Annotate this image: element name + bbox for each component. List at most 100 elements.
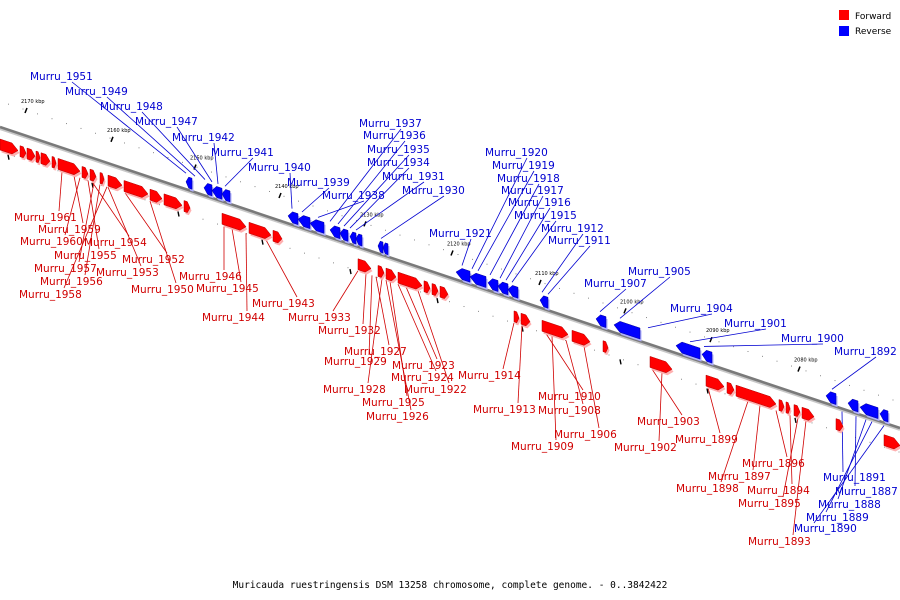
grid-dot <box>559 287 560 289</box>
grid-dot <box>623 359 624 361</box>
leader-line <box>78 182 95 263</box>
grid-dot <box>269 190 270 192</box>
leader-line <box>329 128 402 222</box>
gene-label-forward: Murru_1932 <box>318 325 381 337</box>
grid-dot <box>298 200 299 202</box>
grid-dot <box>159 204 160 206</box>
tick-label: 2160 kbp <box>107 128 131 134</box>
gene-body <box>541 319 569 339</box>
tick-mark <box>623 308 627 314</box>
gene-label-reverse: Murru_1917 <box>501 185 564 197</box>
gene-body <box>793 404 801 417</box>
grid-dot <box>443 249 444 251</box>
gene-label-reverse: Murru_1912 <box>541 223 604 235</box>
gene-label-forward: Murru_1893 <box>748 536 811 548</box>
leader-line <box>782 417 799 498</box>
forward-gene <box>513 310 521 326</box>
leader-line <box>343 154 410 227</box>
grid-dot <box>420 291 421 293</box>
gene-body <box>705 374 725 391</box>
reverse-gene <box>355 233 364 249</box>
gene-body <box>835 418 844 432</box>
gene-label-reverse: Murru_1889 <box>806 512 869 524</box>
leader-line <box>380 195 445 239</box>
reverse-gene <box>382 242 390 258</box>
tick-mark <box>193 164 197 170</box>
grid-dot <box>733 346 734 348</box>
strand-marker <box>794 417 797 424</box>
leader-line <box>375 276 390 346</box>
forward-gene <box>602 340 610 356</box>
gene-body <box>377 265 385 278</box>
gene-body <box>649 356 673 374</box>
leader-line <box>471 157 528 270</box>
gene-label-reverse: Murru_1905 <box>628 266 691 278</box>
grid-dot <box>14 155 15 157</box>
grid-dot <box>878 394 879 396</box>
leader-line <box>551 335 557 441</box>
gene-label-forward: Murru_1929 <box>324 356 387 368</box>
gene-body <box>859 403 879 419</box>
gene-label-reverse: Murru_1918 <box>497 173 560 185</box>
gene-label-reverse: Murru_1911 <box>548 235 611 247</box>
legend-label-reverse: Reverse <box>855 27 892 37</box>
forward-gene <box>439 285 450 302</box>
grid-dot <box>834 380 836 382</box>
leader-line <box>91 181 130 237</box>
gene-body <box>57 158 81 176</box>
strand-marker <box>619 359 622 365</box>
leader-line <box>362 273 367 325</box>
forward-gene <box>377 265 386 281</box>
gene-body <box>735 384 777 408</box>
gene-label-reverse: Murru_1949 <box>65 86 128 98</box>
reverse-gene <box>329 225 342 242</box>
gene-label-forward: Murru_1952 <box>122 254 185 266</box>
leader-line <box>71 81 187 174</box>
gene-label-forward: Murru_1944 <box>202 312 265 324</box>
forward-gene <box>357 258 373 275</box>
grid-dot <box>463 306 465 308</box>
grid-dot <box>565 339 566 341</box>
leader-line <box>64 177 81 236</box>
gene-label-reverse: Murru_1931 <box>382 171 445 183</box>
grid-dot <box>602 302 604 304</box>
leader-line <box>355 181 425 231</box>
gene-label-forward: Murru_1913 <box>473 404 536 416</box>
grid-dot <box>144 199 146 201</box>
forward-gene <box>835 418 845 434</box>
grid-dot <box>449 301 450 303</box>
gene-label-reverse: Murru_1892 <box>834 346 897 358</box>
leader-line <box>825 421 873 513</box>
gene-label-reverse: Murru_1947 <box>135 116 198 128</box>
gene-body <box>99 172 105 185</box>
gene-body <box>385 267 397 282</box>
gene-body <box>183 200 191 213</box>
forward-gene <box>801 406 816 423</box>
gene-body <box>35 150 41 164</box>
gene-label-reverse: Murru_1888 <box>818 499 881 511</box>
grid-dot <box>805 370 807 372</box>
gene-label-reverse: Murru_1939 <box>287 177 350 189</box>
grid-dot <box>608 354 610 356</box>
leader-line <box>289 172 293 209</box>
gene-label-forward: Murru_1895 <box>738 498 801 510</box>
leader-line <box>658 372 663 442</box>
leader-line <box>368 275 373 356</box>
gene-label-forward: Murru_1955 <box>54 250 117 262</box>
grid-dot <box>370 224 372 226</box>
grid-dot <box>660 321 662 323</box>
leader-line <box>502 322 515 370</box>
gene-label-reverse: Murru_1948 <box>100 101 163 113</box>
leader-line <box>565 340 584 405</box>
leader-line <box>317 200 365 218</box>
reverse-gene <box>339 228 350 244</box>
grid-dot <box>892 399 894 401</box>
leader-line <box>58 171 63 212</box>
strand-marker <box>177 211 180 217</box>
gene-label-forward: Murru_1957 <box>34 263 97 275</box>
tick-label: 2140 kbp <box>275 184 299 190</box>
gene-body <box>879 409 889 423</box>
tick-mark <box>450 250 454 256</box>
grid-dot <box>492 315 494 317</box>
gene-body <box>89 168 97 182</box>
